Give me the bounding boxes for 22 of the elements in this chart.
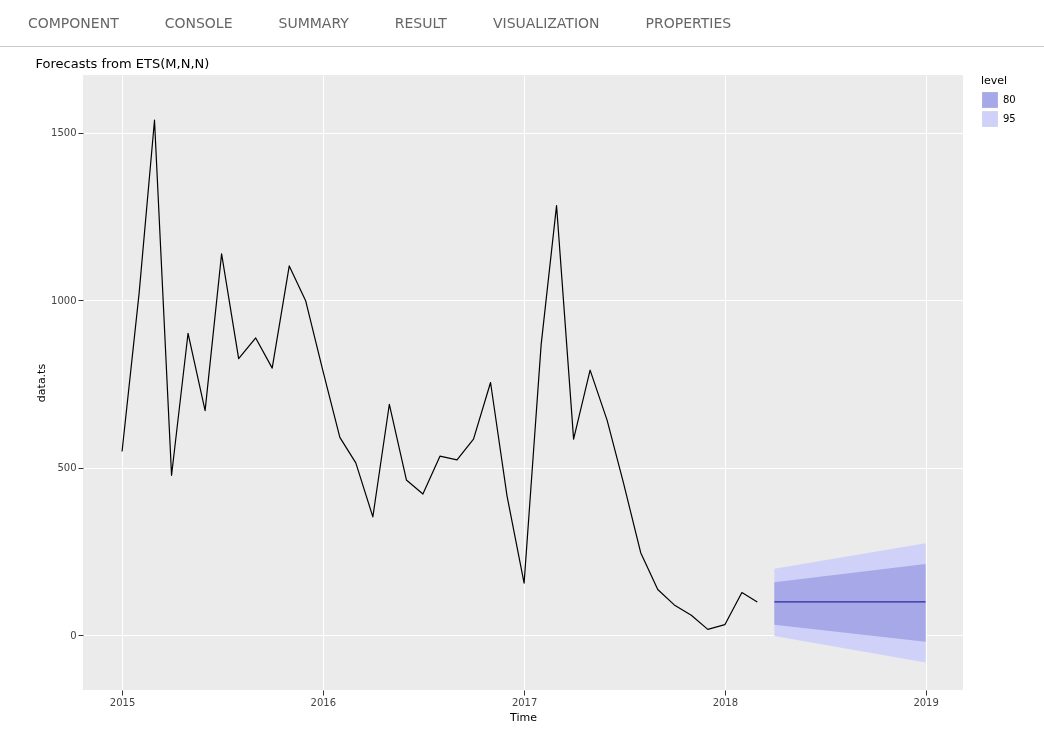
- text: SUMMARY: [278, 15, 349, 31]
- x-tick-label: 2019: [913, 696, 939, 708]
- y-tick-label: 0: [70, 629, 77, 641]
- x-tick-label: 2017: [511, 696, 538, 708]
- x-axis-title: Time: [509, 710, 538, 724]
- text: COMPONENT: [28, 15, 119, 31]
- legend-title: level: [981, 74, 1008, 87]
- x-tick-label: 2015: [109, 696, 136, 708]
- text: RESULT: [394, 15, 447, 31]
- legend-label: 95: [1003, 113, 1016, 124]
- text: VISUALIZATION: [492, 15, 600, 31]
- x-tick-label: 2016: [310, 696, 337, 708]
- y-axis-title: data.ts: [35, 363, 49, 403]
- legend-label: 80: [1003, 94, 1016, 105]
- line-series: [121, 119, 758, 630]
- text: CONSOLE: [164, 15, 233, 31]
- text: PROPERTIES: [645, 15, 732, 31]
- y-tick-label: 500: [57, 462, 77, 474]
- x-tick-label: 2018: [712, 696, 739, 708]
- y-tick-label: 1000: [51, 294, 77, 306]
- chart-title: Forecasts from ETS(M,N,N): [35, 56, 210, 71]
- y-tick-label: 1500: [51, 127, 77, 139]
